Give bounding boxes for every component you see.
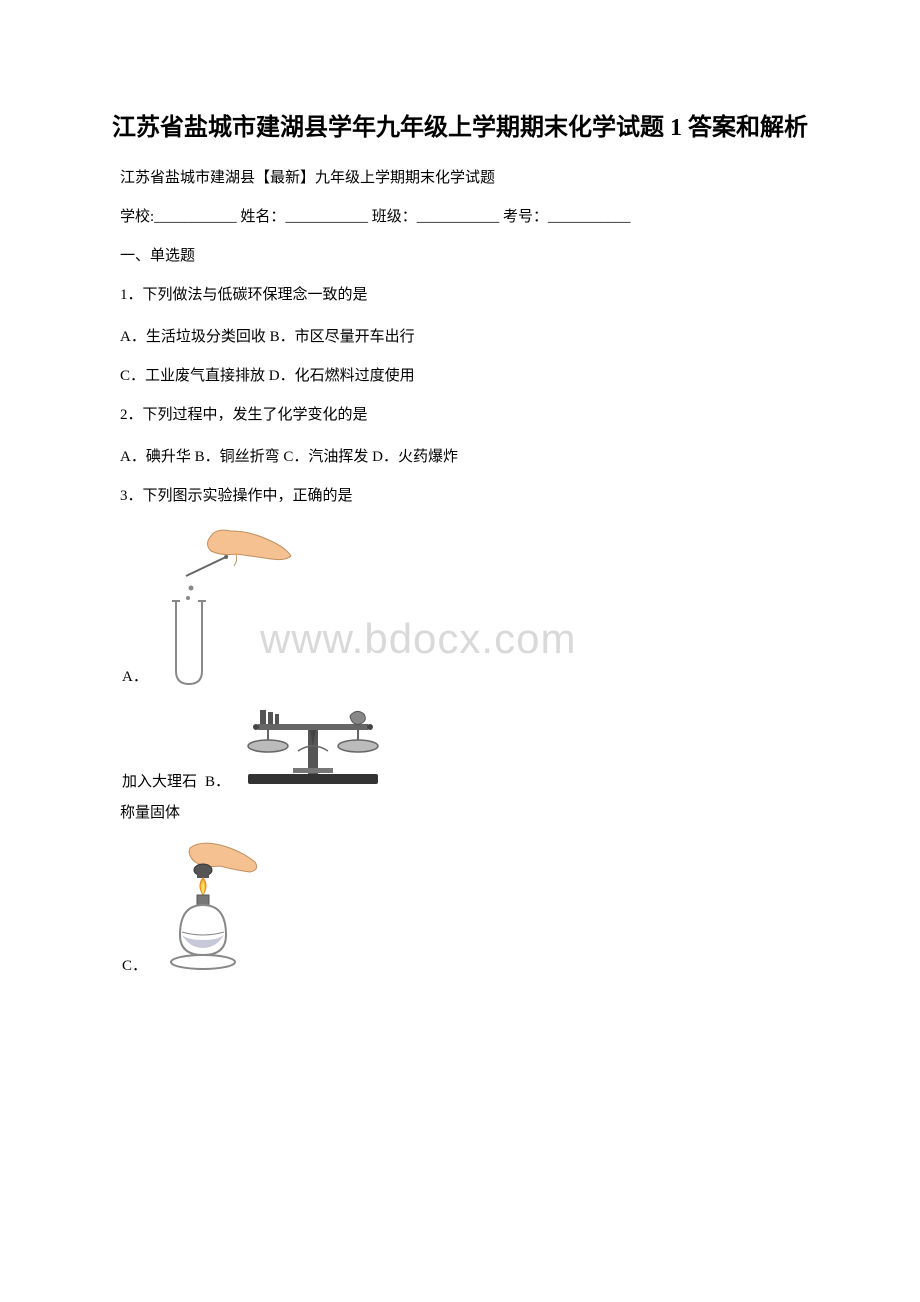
q2-optA: A．碘升华 [120, 449, 191, 465]
school-blank: ___________ [154, 209, 237, 225]
q1-optB: B．市区尽量开车出行 [270, 329, 415, 345]
name-blank: ___________ [285, 209, 368, 225]
class-label: 班级： [372, 209, 417, 225]
q2-optD: D．火药爆炸 [372, 449, 458, 465]
name-label: 姓名： [240, 209, 285, 225]
q3-label-b: B． [205, 770, 230, 791]
q3-caption-b: 称量固体 [90, 801, 830, 822]
q2-options: A．碘升华 B．铜丝折弯 C．汽油挥发 D．火药爆炸 [90, 445, 830, 466]
balance-scale-diagram-icon [238, 696, 388, 791]
alcohol-lamp-diagram-icon [155, 840, 265, 975]
q3-label-c: C． [122, 954, 147, 975]
test-tube-diagram-icon [156, 526, 301, 686]
school-label: 学校: [120, 209, 154, 225]
q1-optD: D．化石燃料过度使用 [269, 368, 415, 384]
q3-image-b-row: 加入大理石 B． [122, 696, 830, 791]
q1-optA: A．生活垃圾分类回收 [120, 329, 266, 345]
q1-stem: 1．下列做法与低碳环保理念一致的是 [90, 283, 830, 307]
q3-label-a: A． [122, 665, 148, 686]
q3-image-c-row: C． [122, 840, 830, 975]
q1-options-line2: C．工业废气直接排放 D．化石燃料过度使用 [90, 364, 830, 385]
id-blank: ___________ [548, 209, 631, 225]
q2-optB: B．铜丝折弯 [195, 449, 280, 465]
document-subtitle: 江苏省盐城市建湖县【最新】九年级上学期期末化学试题 [90, 166, 830, 187]
q3-caption-a-b: 加入大理石 [122, 770, 197, 791]
q1-optC: C．工业废气直接排放 [120, 368, 265, 384]
class-blank: ___________ [417, 209, 500, 225]
q2-optC: C．汽油挥发 [283, 449, 368, 465]
id-label: 考号： [503, 209, 548, 225]
q3-image-a-row: A． [122, 526, 830, 686]
q3-stem: 3．下列图示实验操作中，正确的是 [90, 484, 830, 508]
form-fields-line: 学校:___________ 姓名：___________ 班级：_______… [90, 205, 830, 226]
q1-options-line1: A．生活垃圾分类回收 B．市区尽量开车出行 [90, 325, 830, 346]
section-heading: 一、单选题 [90, 244, 830, 265]
q2-stem: 2．下列过程中，发生了化学变化的是 [90, 403, 830, 427]
document-title: 江苏省盐城市建湖县学年九年级上学期期末化学试题 1 答案和解析 [90, 110, 830, 146]
